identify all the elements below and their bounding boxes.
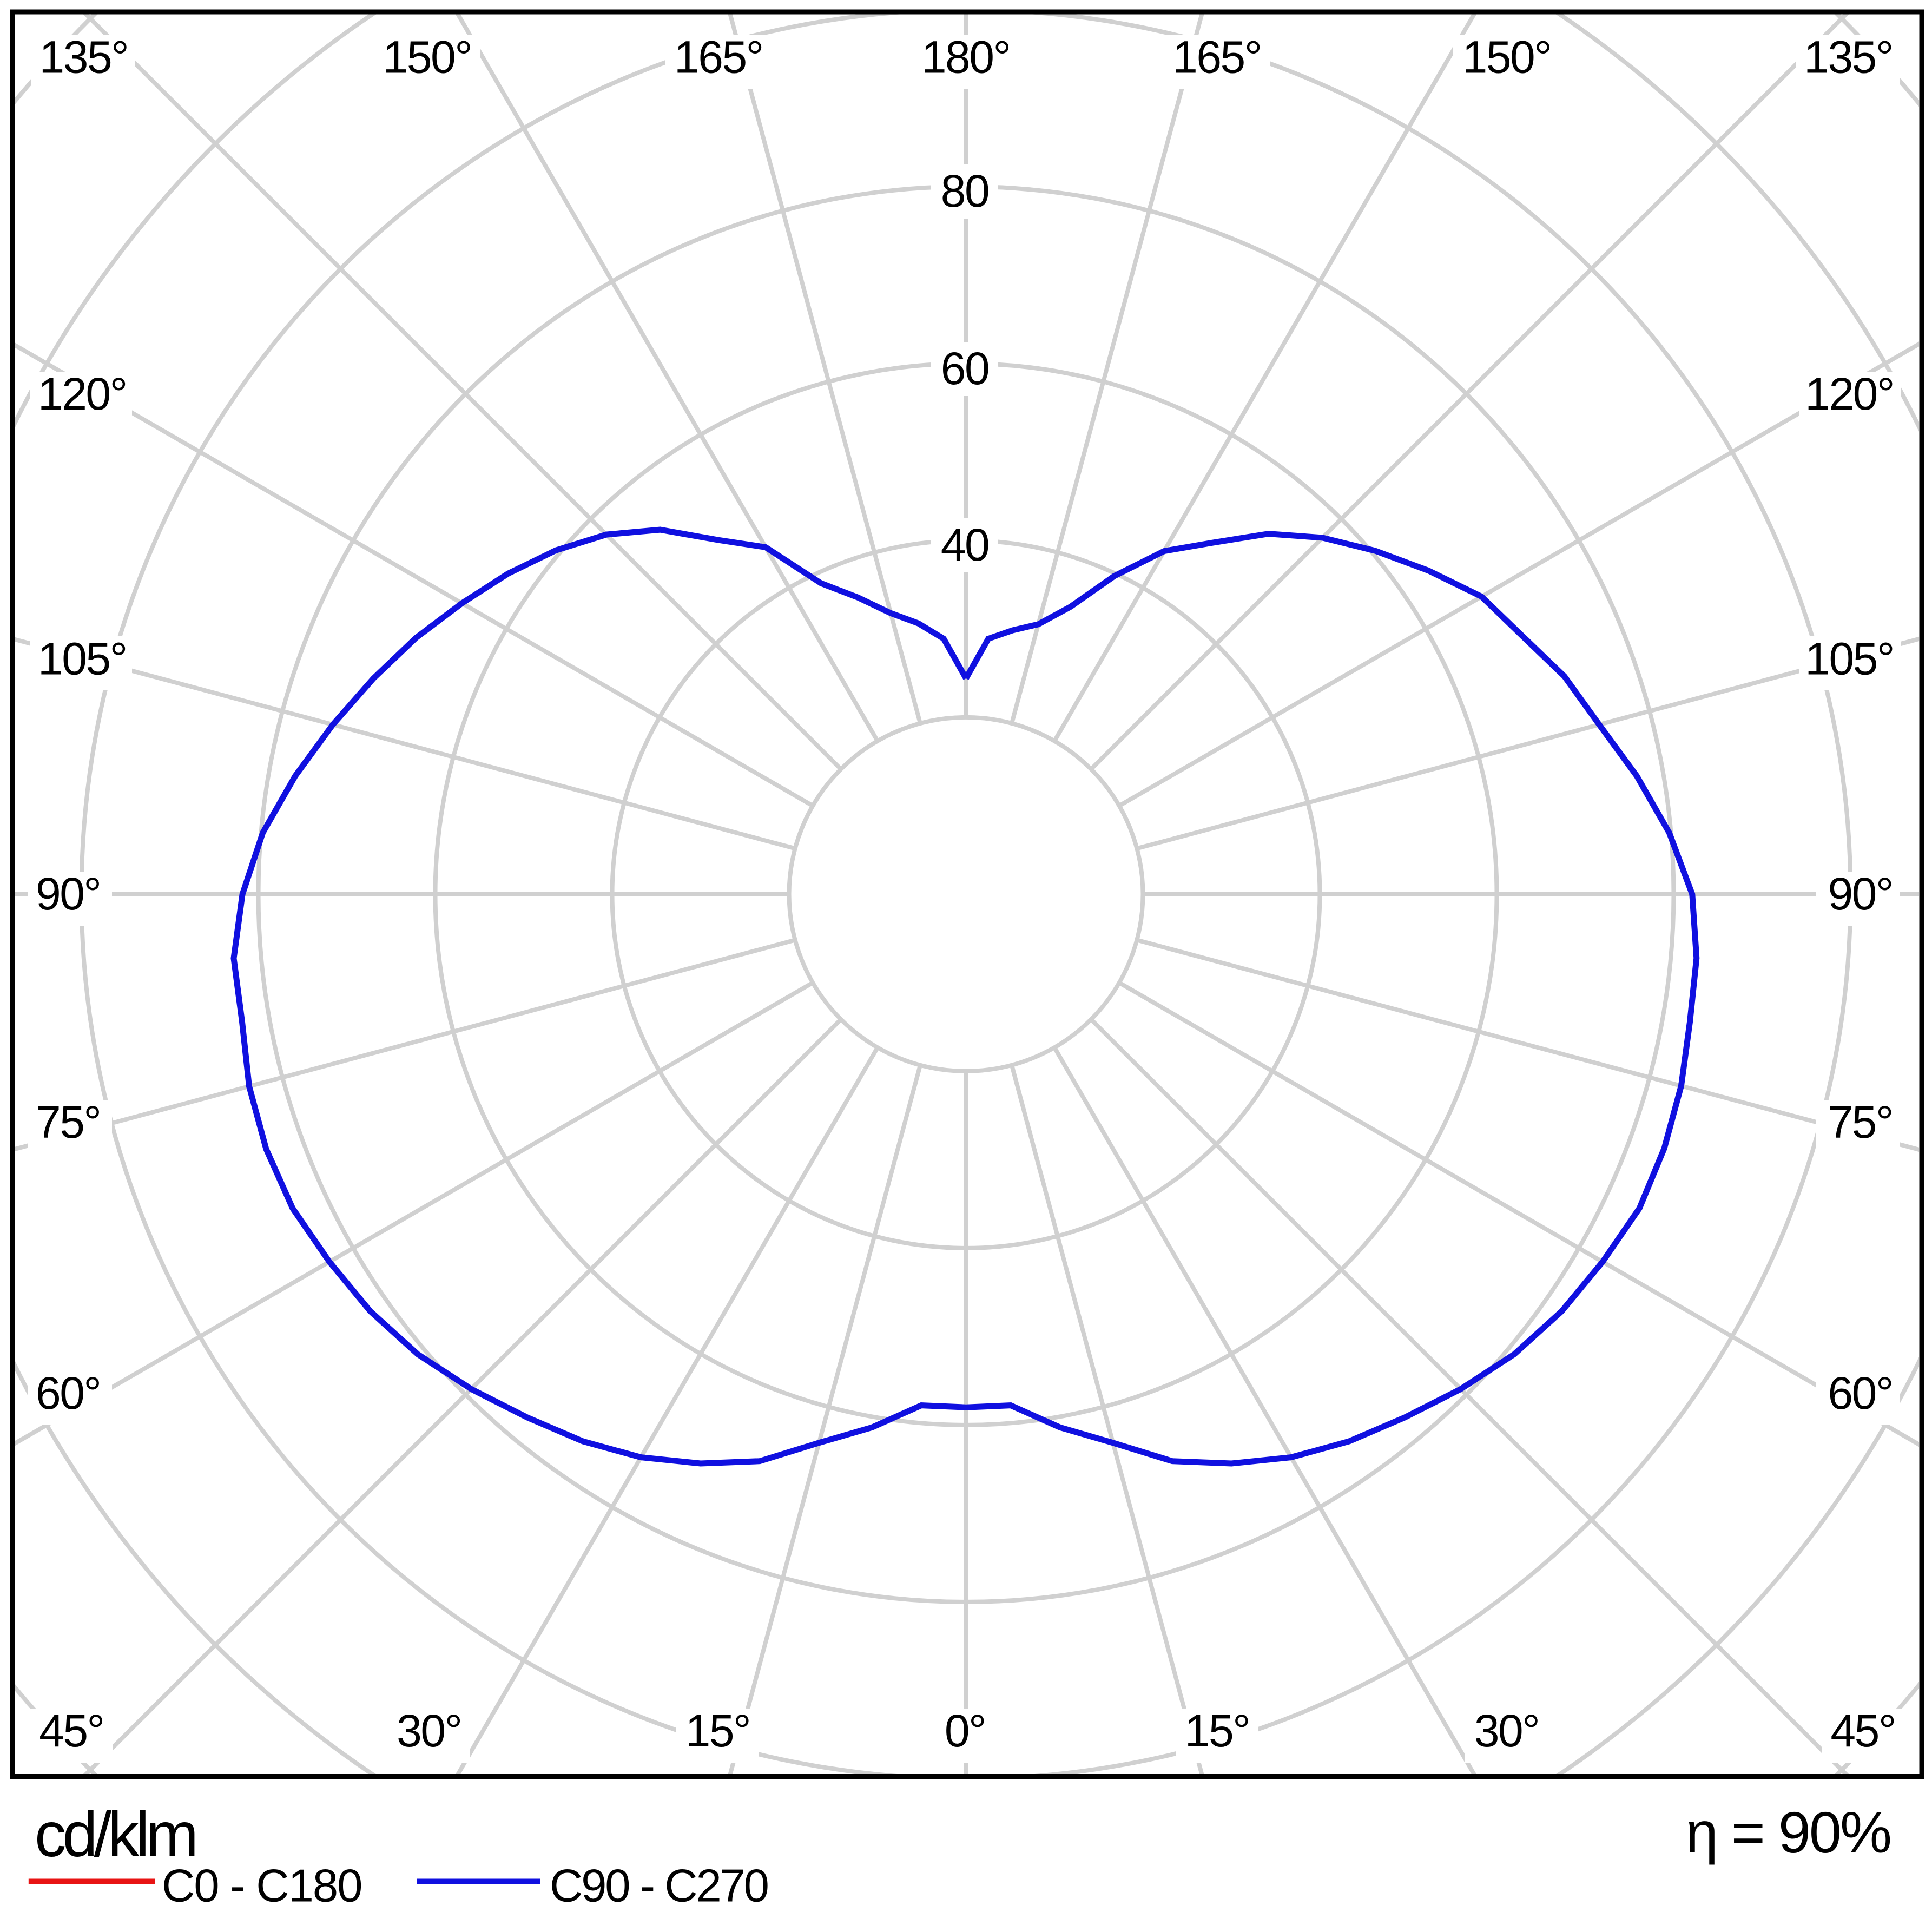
svg-text:120°: 120°	[38, 368, 127, 419]
svg-text:60: 60	[941, 343, 988, 394]
svg-text:η = 90%: η = 90%	[1686, 1799, 1890, 1865]
svg-text:80: 80	[941, 166, 988, 216]
svg-text:105°: 105°	[38, 633, 127, 684]
svg-text:45°: 45°	[1830, 1705, 1895, 1756]
svg-text:165°: 165°	[1172, 31, 1261, 82]
svg-text:180°: 180°	[921, 31, 1010, 82]
svg-text:60°: 60°	[1828, 1368, 1893, 1419]
svg-text:135°: 135°	[39, 31, 128, 82]
svg-text:15°: 15°	[685, 1705, 750, 1756]
svg-text:15°: 15°	[1185, 1705, 1250, 1756]
svg-text:75°: 75°	[1828, 1097, 1893, 1148]
svg-text:75°: 75°	[36, 1097, 101, 1148]
svg-text:0°: 0°	[945, 1705, 985, 1756]
svg-text:40: 40	[941, 519, 988, 570]
svg-text:60°: 60°	[36, 1368, 101, 1419]
svg-text:90°: 90°	[1828, 868, 1893, 919]
svg-text:120°: 120°	[1805, 368, 1894, 419]
svg-text:cd/klm: cd/klm	[35, 1799, 195, 1870]
svg-text:45°: 45°	[39, 1705, 104, 1756]
svg-text:150°: 150°	[383, 31, 472, 82]
svg-text:150°: 150°	[1462, 31, 1551, 82]
svg-text:165°: 165°	[674, 31, 763, 82]
svg-text:C0 - C180: C0 - C180	[162, 1860, 361, 1911]
svg-text:C90 - C270: C90 - C270	[550, 1860, 768, 1911]
svg-text:105°: 105°	[1805, 633, 1894, 684]
svg-text:135°: 135°	[1804, 31, 1893, 82]
svg-text:90°: 90°	[36, 868, 101, 919]
svg-text:30°: 30°	[397, 1705, 461, 1756]
svg-text:30°: 30°	[1474, 1705, 1539, 1756]
